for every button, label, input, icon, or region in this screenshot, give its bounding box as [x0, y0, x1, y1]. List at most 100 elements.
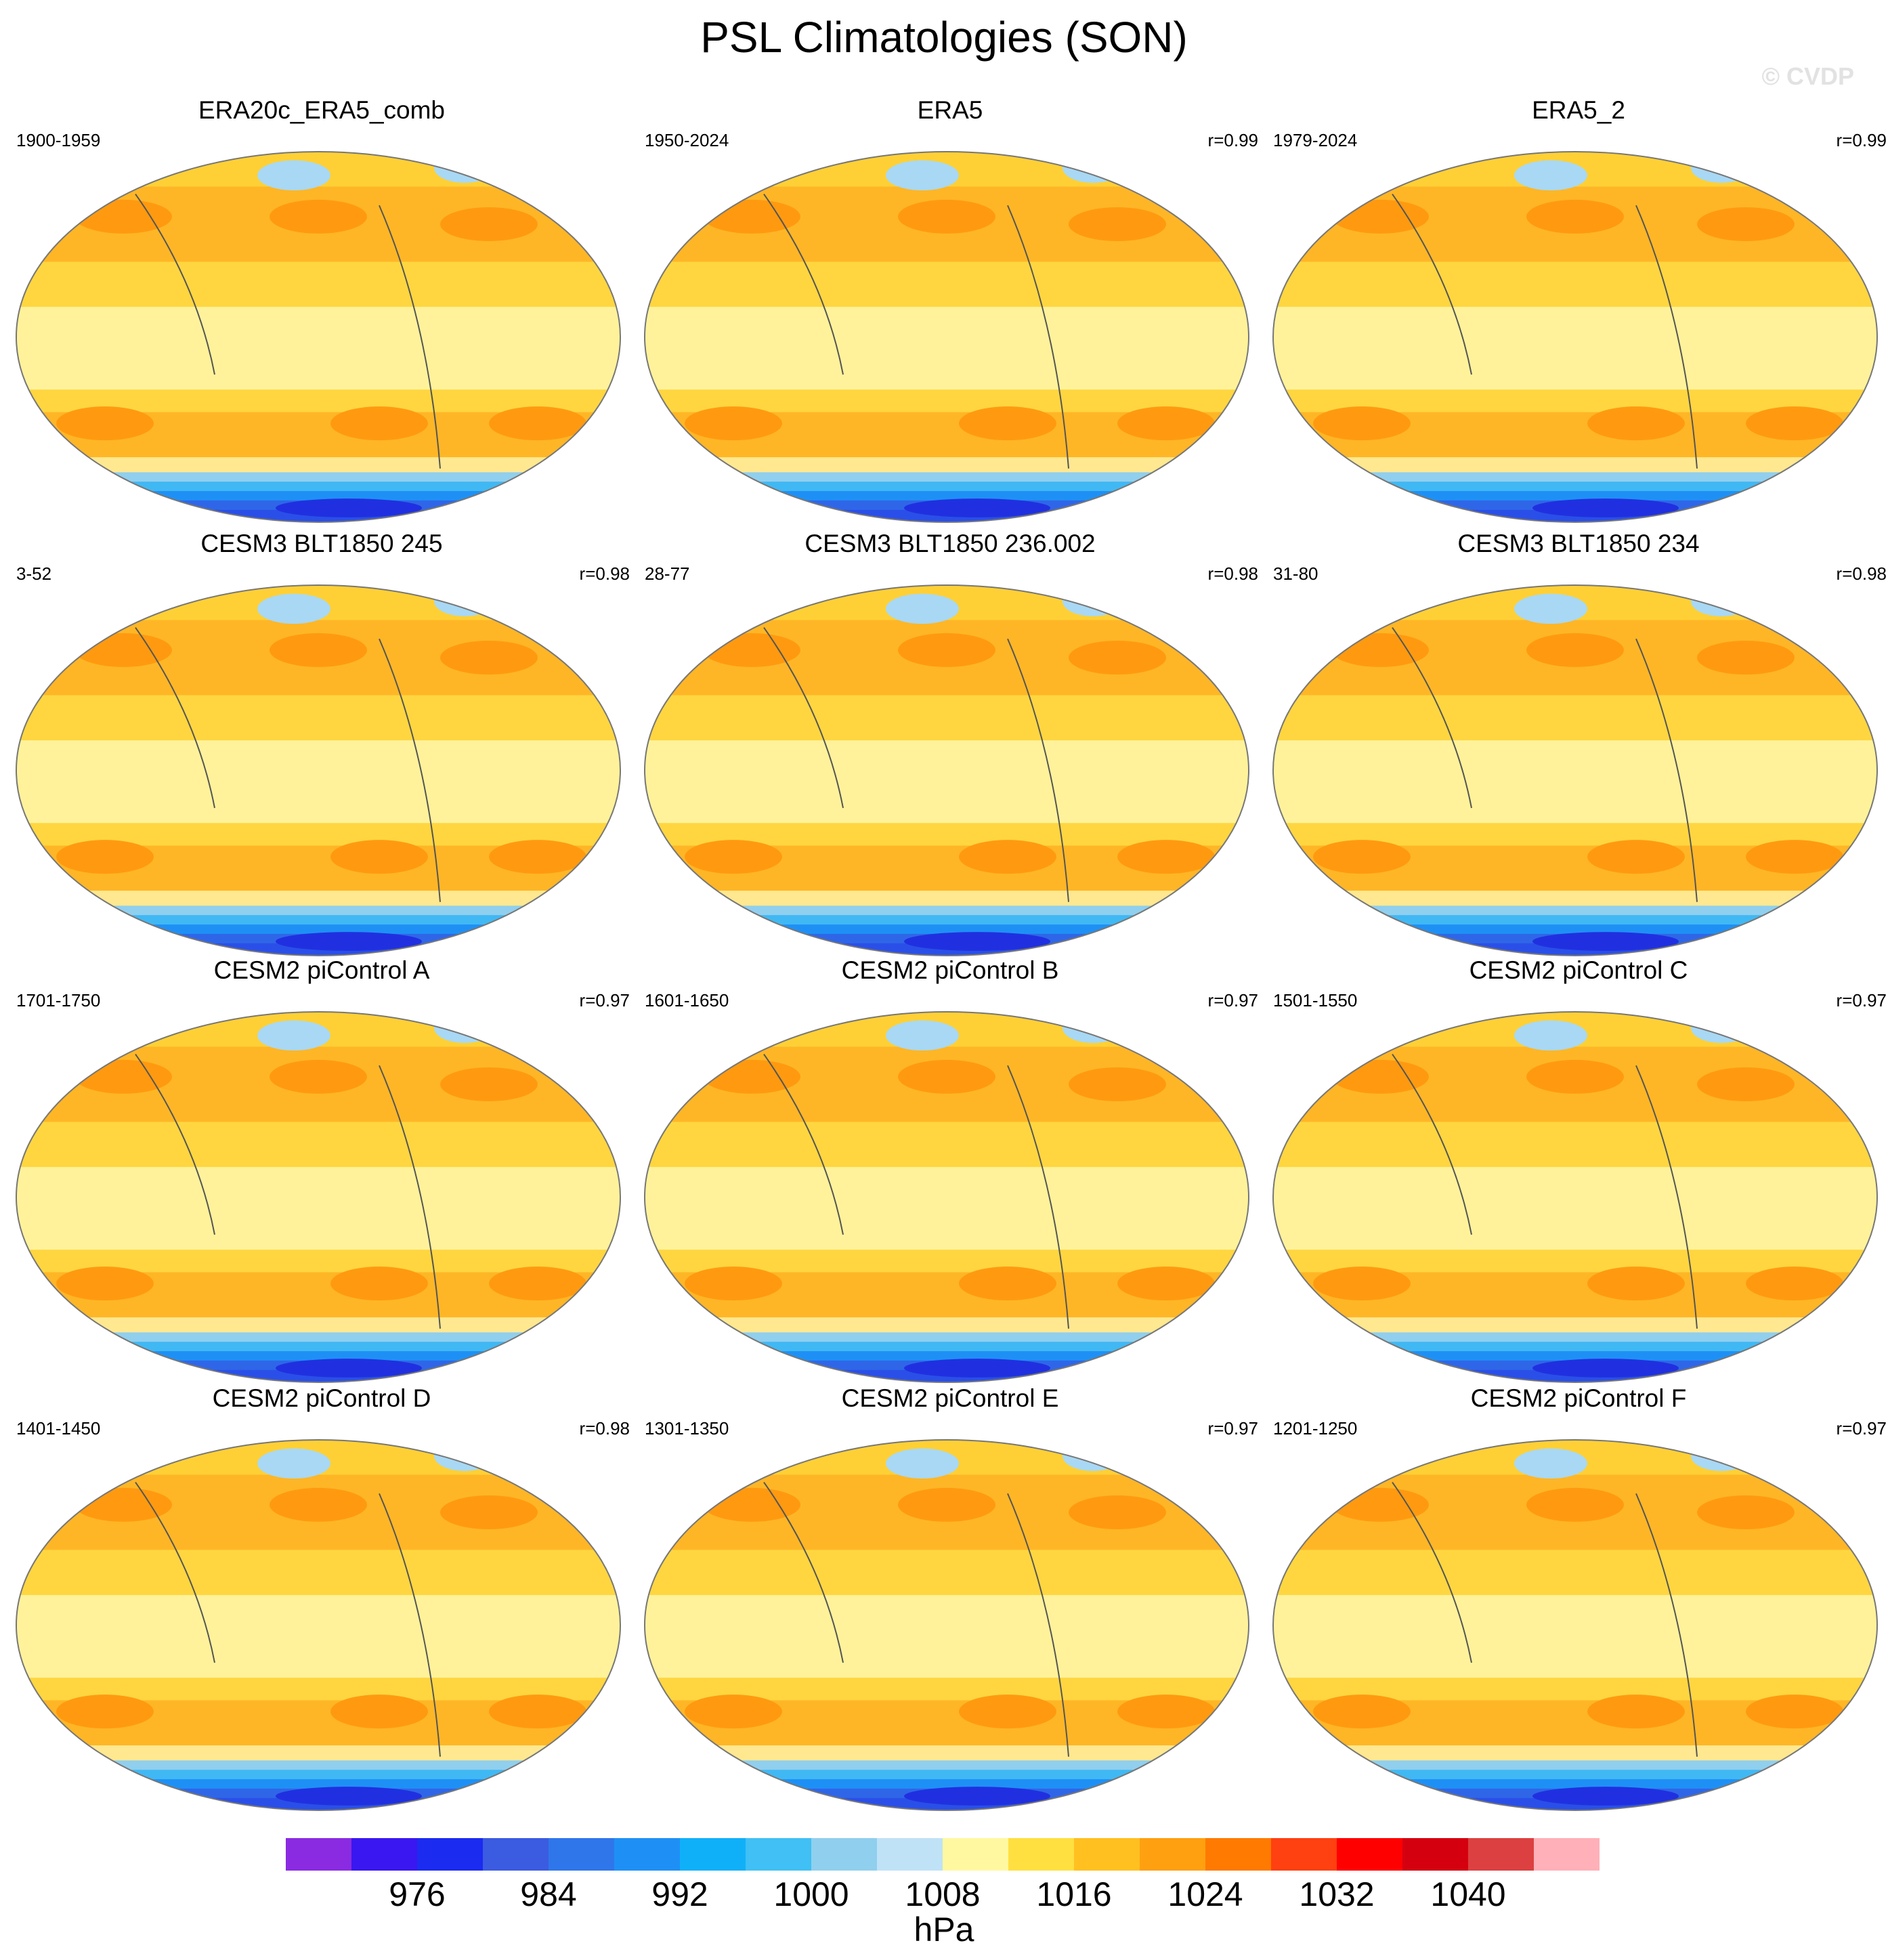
map-panel: CESM3 BLT1850 245 3-52 r=0.98 [14, 530, 630, 956]
high-pressure-cell [440, 641, 538, 675]
panel-title: CESM2 piControl C [1469, 956, 1688, 984]
coastline [379, 205, 441, 469]
panel-title: CESM3 BLT1850 236.002 [804, 530, 1096, 557]
high-pressure-cell [330, 406, 428, 441]
panel-title: ERA5_2 [1532, 96, 1625, 124]
pressure-band [16, 915, 620, 926]
high-pressure-cell [959, 1266, 1056, 1301]
pressure-band [16, 1770, 620, 1781]
psl-map [1272, 1439, 1878, 1811]
pressure-band [645, 1167, 1249, 1251]
pressure-band [16, 1122, 620, 1168]
coastline [379, 1065, 441, 1329]
map-outline [644, 584, 1249, 956]
pressure-band [1273, 307, 1877, 391]
pressure-band [1273, 1342, 1877, 1352]
high-pressure-cell [1746, 1695, 1843, 1729]
panel-years: 3-52 [16, 563, 52, 584]
pressure-band [645, 1342, 1249, 1352]
high-pressure-cell [489, 1266, 586, 1301]
low-pressure-cell [257, 1020, 330, 1051]
panel-years: 1979-2024 [1273, 130, 1358, 150]
colorbar-swatch [1008, 1838, 1075, 1871]
colorbar-label: 1032 [1299, 1875, 1375, 1913]
coastline [135, 627, 215, 809]
colorbar-swatch [286, 1838, 352, 1871]
high-pressure-cell [1313, 1266, 1411, 1301]
pressure-band [16, 1342, 620, 1352]
pressure-band [645, 1770, 1249, 1781]
high-pressure-cell [1313, 406, 1411, 441]
panel-title: CESM2 piControl D [212, 1384, 431, 1412]
cvdp-watermark: © CVDP [1761, 62, 1854, 90]
high-pressure-cell [330, 840, 428, 874]
high-pressure-cell [898, 1059, 995, 1094]
coastline [763, 1054, 844, 1235]
map-outline [644, 151, 1249, 523]
high-pressure-cell [959, 1695, 1056, 1729]
panel-years: 1501-1550 [1273, 990, 1358, 1010]
colorbar-label: 992 [651, 1875, 708, 1913]
pressure-band [1273, 1167, 1877, 1251]
colorbar-swatch [680, 1838, 746, 1871]
colorbar-swatch [483, 1838, 549, 1871]
panel-title: CESM3 BLT1850 234 [1457, 530, 1700, 557]
coastline [763, 627, 844, 809]
map-panel: CESM2 piControl D 1401-1450 r=0.98 [14, 1384, 630, 1811]
circumpolar-low [1532, 1359, 1679, 1378]
map-panel: ERA5 1950-2024 r=0.99 [642, 96, 1258, 523]
colorbar-swatch [1205, 1838, 1272, 1871]
pressure-band [16, 1760, 620, 1771]
map-panel: CESM3 BLT1850 236.002 28-77 r=0.98 [642, 530, 1258, 956]
pressure-band [16, 457, 620, 473]
pressure-band [1273, 891, 1877, 907]
panel-title: CESM2 piControl A [213, 956, 430, 984]
pressure-band [1273, 1760, 1877, 1771]
map-outline [16, 151, 621, 523]
high-pressure-cell [1117, 840, 1215, 874]
high-pressure-cell [270, 1059, 367, 1094]
high-pressure-cell [898, 1487, 995, 1522]
figure-title: PSL Climatologies (SON) [700, 13, 1188, 62]
panel-correlation: r=0.98 [579, 563, 630, 584]
map-panel: CESM3 BLT1850 234 31-80 r=0.98 [1270, 530, 1887, 956]
high-pressure-cell [56, 406, 154, 441]
panel-title: ERA20c_ERA5_comb [198, 96, 446, 124]
coastline [1007, 205, 1069, 469]
colorbar-swatch [417, 1838, 484, 1871]
high-pressure-cell [1697, 1067, 1795, 1101]
colorbar-swatch [1271, 1838, 1337, 1871]
pressure-band [645, 1122, 1249, 1168]
map-outline [644, 1011, 1249, 1383]
psl-map [1272, 151, 1878, 523]
pressure-band [16, 1745, 620, 1762]
panel-title: CESM3 BLT1850 245 [200, 530, 443, 557]
low-pressure-cell [257, 160, 330, 191]
pressure-band [16, 261, 620, 308]
pressure-band [645, 307, 1249, 391]
circumpolar-low [276, 498, 422, 517]
high-pressure-cell [685, 406, 782, 441]
coastline [379, 638, 441, 902]
panel-correlation: r=0.97 [1836, 1418, 1887, 1439]
high-pressure-cell [685, 840, 782, 874]
panel-years: 1701-1750 [16, 990, 101, 1010]
high-pressure-cell [959, 406, 1056, 441]
high-pressure-cell [330, 1266, 428, 1301]
coastline [135, 1054, 215, 1235]
coastline [1007, 638, 1069, 902]
pressure-band [16, 482, 620, 492]
panel-correlation: r=0.97 [1836, 990, 1887, 1010]
panel-years: 1900-1959 [16, 130, 101, 150]
pressure-band [1273, 1595, 1877, 1679]
high-pressure-cell [1587, 840, 1685, 874]
panel-years: 1601-1650 [645, 990, 729, 1010]
pressure-band [16, 891, 620, 907]
pressure-band [16, 1317, 620, 1334]
circumpolar-low [904, 1787, 1050, 1806]
pressure-band [1273, 482, 1877, 492]
high-pressure-cell [440, 1495, 538, 1529]
pressure-band [645, 1317, 1249, 1334]
circumpolar-low [1532, 932, 1679, 951]
coastline [1007, 1493, 1069, 1757]
